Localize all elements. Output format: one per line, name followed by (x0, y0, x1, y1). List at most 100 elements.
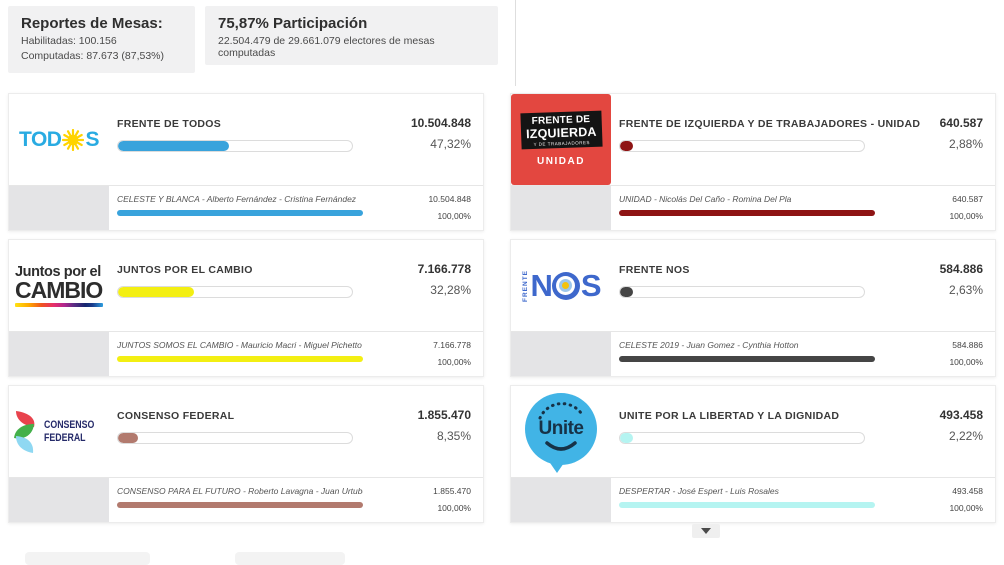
party-percentage: 47,32% (430, 137, 471, 151)
vote-share-bar-fill (118, 287, 194, 297)
party-summary-row[interactable]: CONSENSO FEDERAL CONSENSO FEDERAL 1.855.… (9, 386, 483, 477)
faded-background-artifact (25, 552, 150, 565)
party-card-frente-de-izquierda: FRENTE DE IZQUIERDA Y DE TRABAJADORES UN… (510, 93, 996, 231)
nos-target-icon (551, 271, 580, 300)
list-votes: 640.587 (952, 194, 983, 204)
list-votes: 584.886 (952, 340, 983, 350)
list-percentage: 100,00% (949, 211, 983, 221)
juntos-por-el-cambio-logo: Juntos por el CAMBIO (9, 240, 109, 331)
vote-share-bar-fill (620, 287, 633, 297)
unite-arc-smile-icon (538, 401, 585, 451)
list-logo-placeholder (9, 186, 109, 230)
party-name: JUNTOS POR EL CAMBIO (117, 264, 253, 276)
list-row: DESPERTAR - José Espert - Luis Rosales 4… (511, 477, 995, 522)
vote-share-bar (117, 432, 354, 444)
party-summary-row[interactable]: FRENTE N S FRENTE NOS 584.886 2,63% (511, 240, 995, 331)
unite-logo-text: Unite (538, 417, 585, 439)
consenso-federal-logo: CONSENSO FEDERAL (9, 386, 109, 477)
party-card-juntos-por-el-cambio: Juntos por el CAMBIO JUNTOS POR EL CAMBI… (8, 239, 484, 377)
list-percentage: 100,00% (437, 357, 471, 367)
party-votes: 7.166.778 (417, 262, 471, 276)
list-votes: 493.458 (952, 486, 983, 496)
party-card-unite: Unite UNITE POR LA LIBERTAD Y LA DIGNIDA… (510, 385, 996, 523)
participation-subtitle: 22.504.479 de 29.661.079 electores de me… (218, 35, 435, 59)
list-bar-fill (117, 502, 363, 508)
list-bar-fill (117, 356, 363, 362)
list-label: CELESTE 2019 - Juan Gomez - Cynthia Hott… (619, 340, 799, 350)
caret-down-icon (701, 528, 711, 534)
unite-balloon-icon (525, 392, 597, 473)
party-summary-row[interactable]: Unite UNITE POR LA LIBERTAD Y LA DIGNIDA… (511, 386, 995, 477)
rainbow-stripe-icon (15, 303, 103, 308)
list-label: CELESTE Y BLANCA - Alberto Fernández - C… (117, 194, 357, 204)
list-row: CONSENSO PARA EL FUTURO - Roberto Lavagn… (9, 477, 483, 522)
party-name: CONSENSO FEDERAL (117, 410, 235, 422)
party-card-consenso-federal: CONSENSO FEDERAL CONSENSO FEDERAL 1.855.… (8, 385, 484, 523)
party-summary-row[interactable]: Juntos por el CAMBIO JUNTOS POR EL CAMBI… (9, 240, 483, 331)
nos-logo-frente-text: FRENTE (522, 269, 530, 302)
list-bar-fill (619, 502, 875, 508)
list-percentage: 100,00% (949, 357, 983, 367)
vote-share-bar (619, 140, 865, 152)
list-bar-fill (117, 210, 363, 216)
vote-share-bar-fill (118, 433, 138, 443)
nos-logo-s: S (580, 268, 602, 303)
party-votes: 10.504.848 (410, 116, 471, 130)
party-name: FRENTE DE TODOS (117, 118, 222, 130)
results-column-right: FRENTE DE IZQUIERDA Y DE TRABAJADORES UN… (510, 93, 996, 538)
party-percentage: 8,35% (436, 429, 471, 443)
party-card-frente-de-todos: TOD (8, 93, 484, 231)
reports-computadas: Computadas: 87.673 (87,53%) (21, 50, 165, 62)
party-percentage: 2,63% (948, 283, 983, 297)
list-bar-fill (619, 210, 875, 216)
results-column-left: TOD (8, 93, 484, 531)
list-votes: 10.504.848 (428, 194, 471, 204)
fit-logo-unidad: UNIDAD (537, 156, 585, 167)
list-percentage: 100,00% (437, 211, 471, 221)
list-row: CELESTE Y BLANCA - Alberto Fernández - C… (9, 185, 483, 230)
faded-background-artifact (235, 552, 345, 565)
vote-share-bar-fill (620, 141, 633, 151)
party-summary-row[interactable]: TOD (9, 94, 483, 185)
party-votes: 640.587 (939, 116, 983, 130)
frente-de-izquierda-logo: FRENTE DE IZQUIERDA Y DE TRABAJADORES UN… (511, 94, 611, 185)
party-votes: 493.458 (939, 408, 983, 422)
participation-panel: 75,87% Participación 22.504.479 de 29.66… (205, 6, 498, 65)
list-label: DESPERTAR - José Espert - Luis Rosales (619, 486, 779, 496)
vote-share-bar (619, 432, 865, 444)
list-logo-placeholder (9, 332, 109, 376)
participation-title: 75,87% Participación (218, 15, 368, 32)
list-percentage: 100,00% (949, 503, 983, 513)
expand-results-button[interactable] (692, 524, 720, 538)
consenso-logo-line2: FEDERAL (43, 431, 86, 444)
list-logo-placeholder (9, 478, 109, 522)
consenso-logo-line1: CONSENSO (43, 419, 94, 432)
list-percentage: 100,00% (437, 503, 471, 513)
fit-logo-line3: Y DE TRABAJADORES (533, 140, 590, 147)
vote-share-bar-fill (620, 433, 633, 443)
fit-logo-line2: IZQUIERDA (525, 124, 597, 142)
sun-icon (62, 128, 85, 151)
vote-share-bar (619, 286, 865, 298)
party-percentage: 32,28% (430, 283, 471, 297)
party-votes: 1.855.470 (417, 408, 471, 422)
vote-share-bar (117, 286, 354, 298)
vote-share-bar-fill (118, 141, 229, 151)
party-votes: 584.886 (939, 262, 983, 276)
list-label: UNIDAD - Nicolás Del Caño - Romina Del P… (619, 194, 792, 204)
list-logo-placeholder (511, 332, 611, 376)
consenso-leaves-icon (12, 410, 38, 453)
unite-logo: Unite (511, 386, 611, 477)
party-percentage: 2,22% (948, 429, 983, 443)
nos-logo-n: N (530, 268, 552, 303)
party-name: UNITE POR LA LIBERTAD Y LA DIGNIDAD (619, 410, 840, 422)
list-row: CELESTE 2019 - Juan Gomez - Cynthia Hott… (511, 331, 995, 376)
list-label: JUNTOS SOMOS EL CAMBIO - Mauricio Macri … (117, 340, 362, 350)
list-bar-fill (619, 356, 875, 362)
todos-logo-text-pre: TOD (19, 127, 62, 151)
list-row: JUNTOS SOMOS EL CAMBIO - Mauricio Macri … (9, 331, 483, 376)
list-logo-placeholder (511, 478, 611, 522)
reports-panel: Reportes de Mesas: Habilitadas: 100.156 … (8, 6, 195, 73)
party-summary-row[interactable]: FRENTE DE IZQUIERDA Y DE TRABAJADORES UN… (511, 94, 995, 185)
reports-title: Reportes de Mesas: (21, 15, 163, 32)
